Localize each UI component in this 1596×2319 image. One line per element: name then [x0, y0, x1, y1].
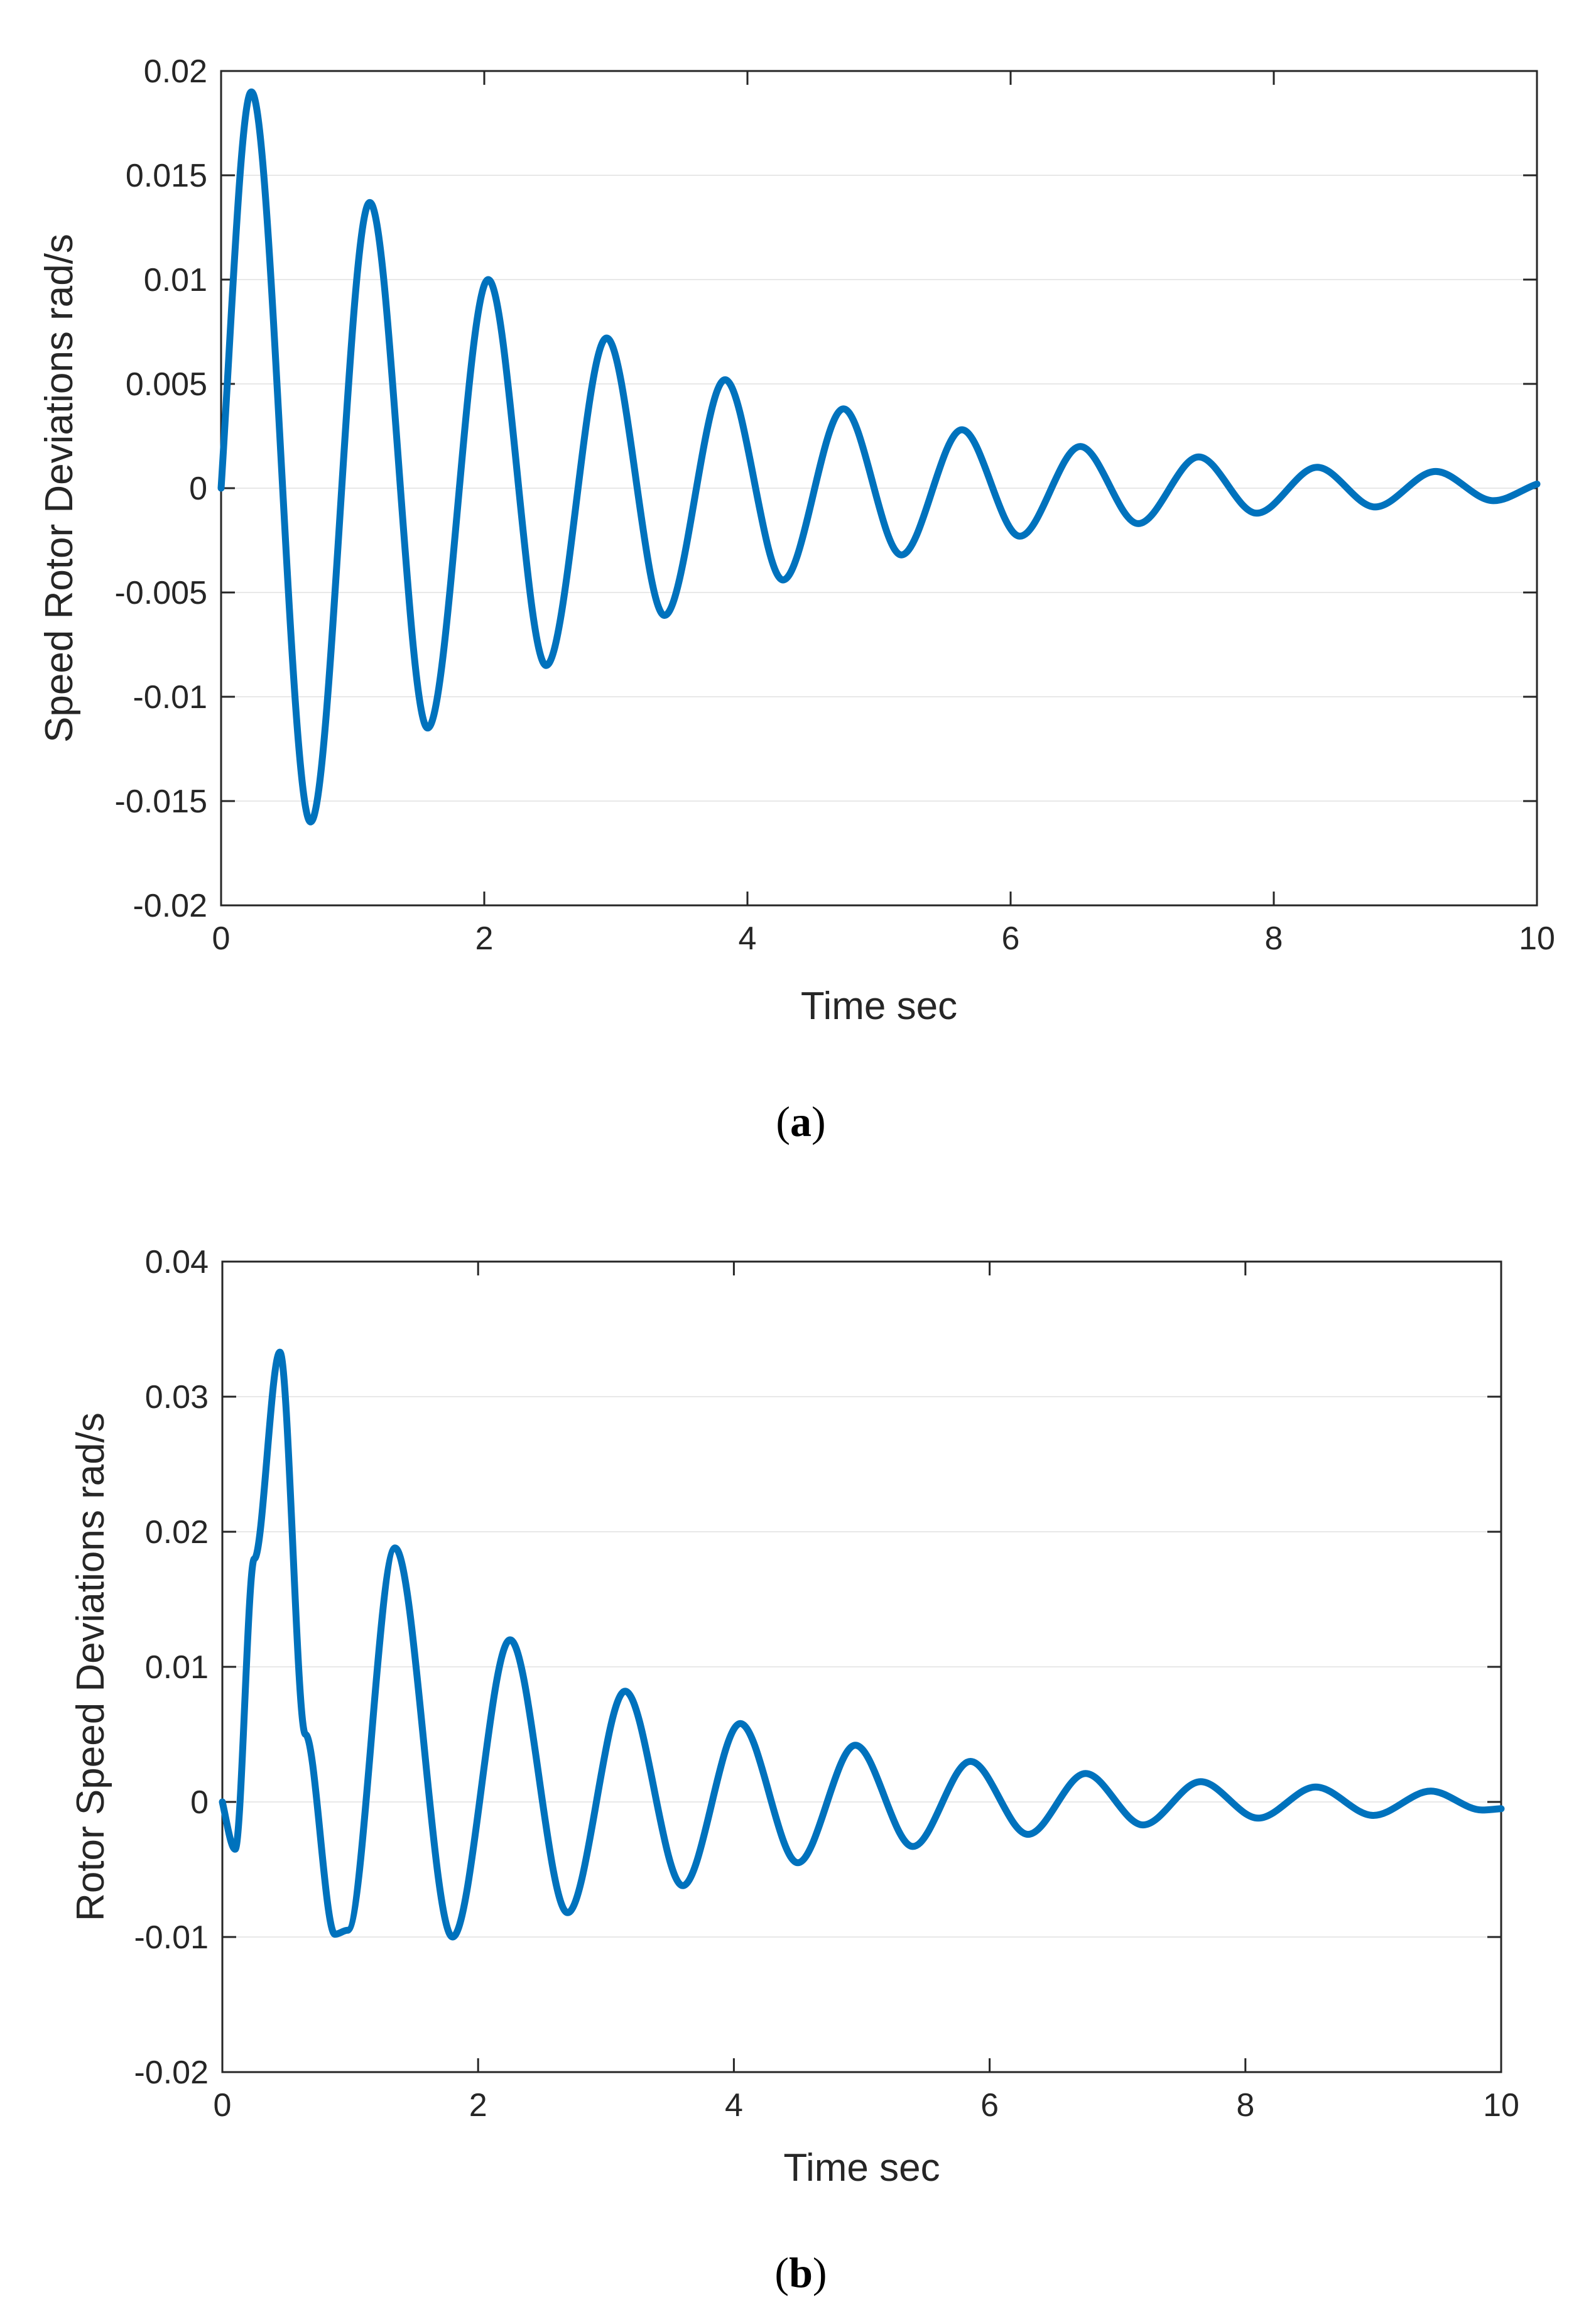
chart-b-xtick-label-4: 8 [1236, 2087, 1254, 2124]
chart-b-xtick-label-3: 6 [980, 2087, 999, 2124]
caption-b-letter: b [789, 2249, 813, 2296]
chart-b-xtick-label-1: 2 [469, 2087, 487, 2124]
chart-a-ytick-label-6: 0.01 [144, 262, 207, 298]
chart-a-ytick-label-2: -0.01 [133, 679, 207, 716]
chart-a-xtick-label-4: 8 [1265, 920, 1283, 957]
chart-a-xtick-label-5: 10 [1519, 920, 1555, 957]
chart-a-ylabel: Speed Rotor Deviations rad/s [38, 234, 81, 743]
chart-a-xtick-label-2: 4 [739, 920, 757, 957]
chart-b-ytick-label-4: 0.02 [145, 1514, 209, 1551]
chart-a-ytick-label-0: -0.02 [133, 888, 207, 924]
chart-b-xtick-label-0: 0 [214, 2087, 232, 2124]
chart-b-xtick-label-5: 10 [1483, 2087, 1519, 2124]
chart-a-ytick-label-7: 0.015 [126, 158, 207, 194]
chart-a-ticks: 0 2 4 6 8 10 -0.02 -0.015 -0.01 -0.005 0 0.005 0.01 0… [115, 53, 1555, 957]
chart-b-xlabel: Time sec [783, 2146, 940, 2190]
chart-b-series-line [219, 1348, 1505, 1941]
caption-a: (a) [776, 1098, 825, 1145]
chart-b-ylabel: Rotor Speed Deviations rad/s [69, 1412, 112, 1921]
chart-a-xtick-label-1: 2 [475, 920, 494, 957]
caption-a-letter: a [790, 1098, 812, 1145]
chart-a-grid [221, 70, 1537, 906]
chart-a-ytick-label-3: -0.005 [115, 575, 207, 611]
chart-a-xtick-label-0: 0 [212, 920, 231, 957]
chart-b-xtick-label-2: 4 [725, 2087, 743, 2124]
chart-b: 0 2 4 6 8 10 -0.02 -0.01 0 0.01 0.02 0.03 0.04 Time … [69, 1244, 1519, 2190]
chart-a: 0 2 4 6 8 10 -0.02 -0.015 -0.01 -0.005 0 0.005 0.01 0… [38, 53, 1555, 1028]
chart-a-ytick-label-1: -0.015 [115, 783, 207, 820]
chart-a-ytick-label-4: 0 [189, 471, 207, 507]
chart-b-ytick-label-1: -0.01 [134, 1919, 209, 1956]
chart-a-ytick-label-5: 0.005 [126, 366, 207, 403]
chart-b-ytick-label-6: 0.04 [145, 1244, 209, 1280]
caption-b: (b) [774, 2249, 827, 2296]
chart-a-series-line [217, 88, 1541, 826]
chart-b-ytick-label-0: -0.02 [134, 2054, 209, 2091]
chart-a-ytick-label-8: 0.02 [144, 53, 207, 90]
chart-b-ticks: 0 2 4 6 8 10 -0.02 -0.01 0 0.01 0.02 0.03 0.04 [134, 1244, 1519, 2124]
chart-b-ytick-label-2: 0 [190, 1784, 209, 1821]
chart-b-ytick-label-3: 0.01 [145, 1649, 209, 1686]
chart-a-xlabel: Time sec [801, 985, 957, 1028]
chart-a-xtick-label-3: 6 [1002, 920, 1020, 957]
chart-b-ytick-label-5: 0.03 [145, 1379, 209, 1416]
